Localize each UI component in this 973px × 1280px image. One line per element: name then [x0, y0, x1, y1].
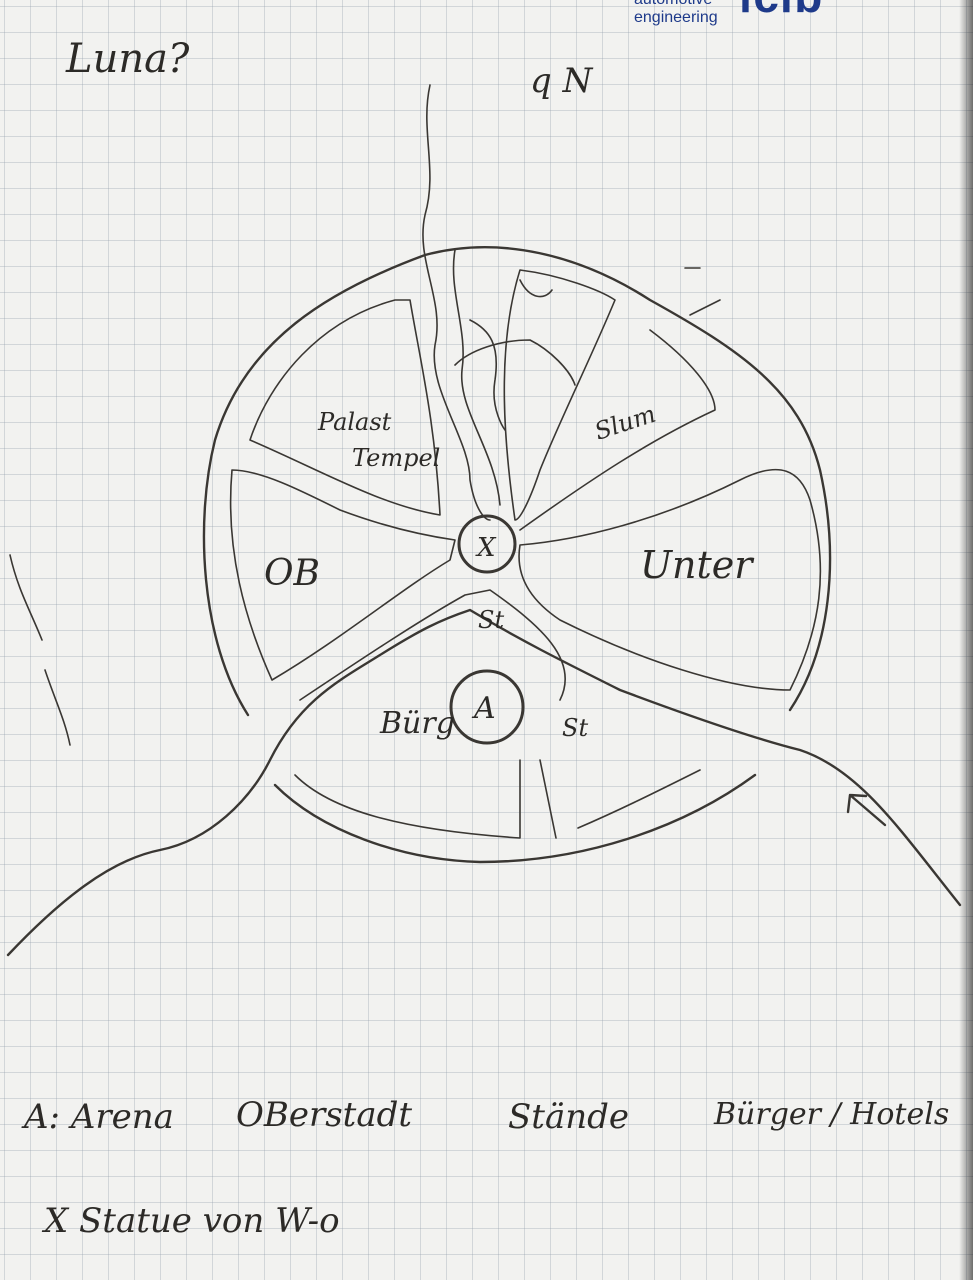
arrow-icon — [846, 793, 887, 827]
logo-mark: fcfb — [738, 0, 822, 22]
inner-city-ring — [273, 773, 757, 864]
arena-circle — [449, 669, 525, 745]
legend-staende: Stände — [508, 1097, 629, 1137]
center-plaza-circle — [457, 514, 517, 574]
label-tempel: Tempel — [352, 444, 440, 472]
sector-oberstadt-border — [229, 469, 456, 681]
label-unter: Unter — [640, 543, 755, 587]
sector-buerger-border — [299, 589, 566, 701]
river-line-2 — [452, 249, 501, 506]
temple-scribble — [454, 279, 576, 431]
margin-strokes — [9, 554, 71, 746]
sector-palast-border — [249, 299, 441, 516]
north-east-strokes — [684, 267, 721, 316]
river-line — [422, 84, 491, 521]
legend: A: Arena OBerstadt Stände Bürger / Hotel… — [21, 1095, 949, 1241]
gate-road — [577, 769, 701, 829]
label-staende-1: St — [478, 606, 504, 634]
legend-arena: A: Arena — [21, 1097, 174, 1137]
label-staende-2: St — [562, 714, 588, 742]
page-edge-shadow — [959, 0, 973, 1280]
label-buerg: Bürg — [379, 706, 455, 741]
logo-line-2: engineering — [634, 9, 718, 26]
north-note: q N — [530, 61, 594, 101]
sector-slum-outer — [519, 329, 716, 531]
label-palast: Palast — [317, 408, 392, 436]
label-slum: Slum — [591, 400, 659, 446]
logo-line-1: automotive — [634, 0, 712, 8]
label-oberstadt: OB — [264, 553, 320, 594]
sector-slum-border — [503, 269, 616, 521]
outer-city-wall — [202, 246, 832, 717]
company-logo: automotive engineering fcfb — [634, 0, 822, 26]
arena-marker: A — [471, 691, 496, 726]
terrain-line — [6, 608, 962, 957]
legend-oberstadt: OBerstadt — [236, 1095, 412, 1135]
statue-marker: X — [475, 533, 497, 563]
sector-unterstadt-border — [518, 468, 822, 691]
title-note: Luna? — [65, 36, 190, 82]
legend-buerger-hotels: Bürger / Hotels — [713, 1097, 949, 1132]
legend-statue: X Statue von W-o — [41, 1201, 340, 1241]
sector-buerger-inner — [294, 759, 557, 839]
